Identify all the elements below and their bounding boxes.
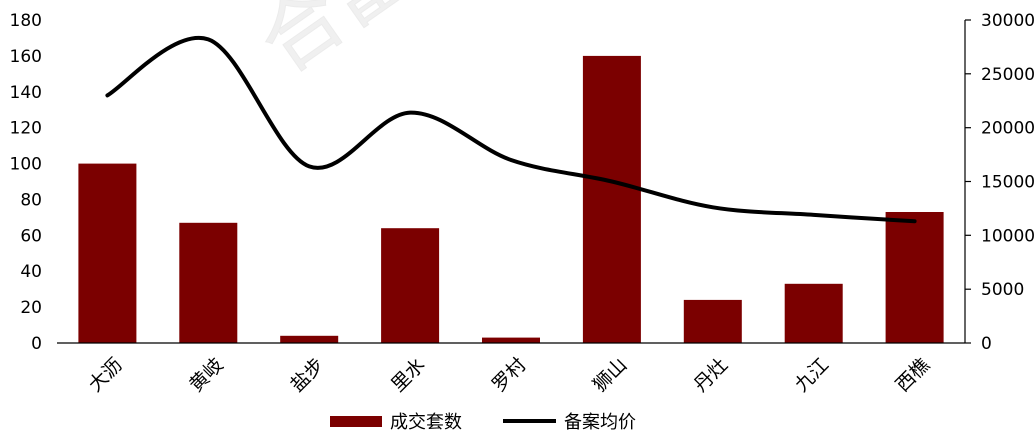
x-tick-label: 罗村 <box>488 354 530 396</box>
left-tick-label: 140 <box>10 83 42 103</box>
right-tick-label: 20000 <box>981 119 1034 139</box>
right-tick-label: 5000 <box>981 280 1024 300</box>
right-tick-label: 0 <box>981 334 992 354</box>
left-tick-label: 120 <box>10 119 42 139</box>
x-tick-label: 九江 <box>791 354 833 396</box>
left-tick-label: 60 <box>20 226 42 246</box>
x-tick-label: 西樵 <box>892 354 934 396</box>
line-series-group <box>105 35 917 224</box>
right-y-axis: 0 5000 10000 15000 20000 25000 30000 <box>964 11 1034 354</box>
left-y-axis: 0 20 40 60 80 100 120 140 160 180 <box>10 11 42 354</box>
left-tick-label: 20 <box>20 298 42 318</box>
legend-swatch-bar <box>330 416 382 427</box>
bar-大沥 <box>78 163 137 343</box>
x-tick-label: 盐步 <box>286 354 328 396</box>
right-tick-label: 30000 <box>981 11 1034 31</box>
bar-九江 <box>784 283 843 343</box>
bar-黄岐 <box>179 222 238 343</box>
x-tick-label: 丹灶 <box>690 354 732 396</box>
left-tick-label: 160 <box>10 47 42 67</box>
bar-西樵 <box>885 212 944 343</box>
bar-盐步 <box>280 335 339 343</box>
right-tick-label: 10000 <box>981 226 1034 246</box>
x-tick-label: 里水 <box>387 354 429 396</box>
left-tick-label: 180 <box>10 11 42 31</box>
legend: 成交套数 备案均价 <box>330 412 636 432</box>
x-tick-label: 狮山 <box>589 354 631 396</box>
bar-罗村 <box>482 337 540 343</box>
bar-series-group <box>78 55 944 344</box>
left-tick-label: 40 <box>20 262 42 282</box>
svg-text:合富: 合富 <box>243 0 427 91</box>
bar-丹灶 <box>683 299 742 343</box>
x-tick-label: 大沥 <box>84 354 126 396</box>
x-tick-label: 黄岐 <box>185 354 227 396</box>
legend-label-bar: 成交套数 <box>390 412 462 432</box>
bar-里水 <box>381 228 440 343</box>
line-备案均价 <box>105 35 917 224</box>
x-axis: 大沥 黄岐 盐步 里水 罗村 狮山 丹灶 九江 西樵 <box>57 342 965 396</box>
bar-狮山 <box>582 55 641 344</box>
watermark: 合富 <box>242 0 427 91</box>
right-tick-label: 15000 <box>981 173 1034 193</box>
legend-label-line: 备案均价 <box>564 412 636 432</box>
left-tick-label: 0 <box>31 334 42 354</box>
left-tick-label: 80 <box>20 190 42 210</box>
left-tick-label: 100 <box>10 155 42 175</box>
right-tick-label: 25000 <box>981 65 1034 85</box>
